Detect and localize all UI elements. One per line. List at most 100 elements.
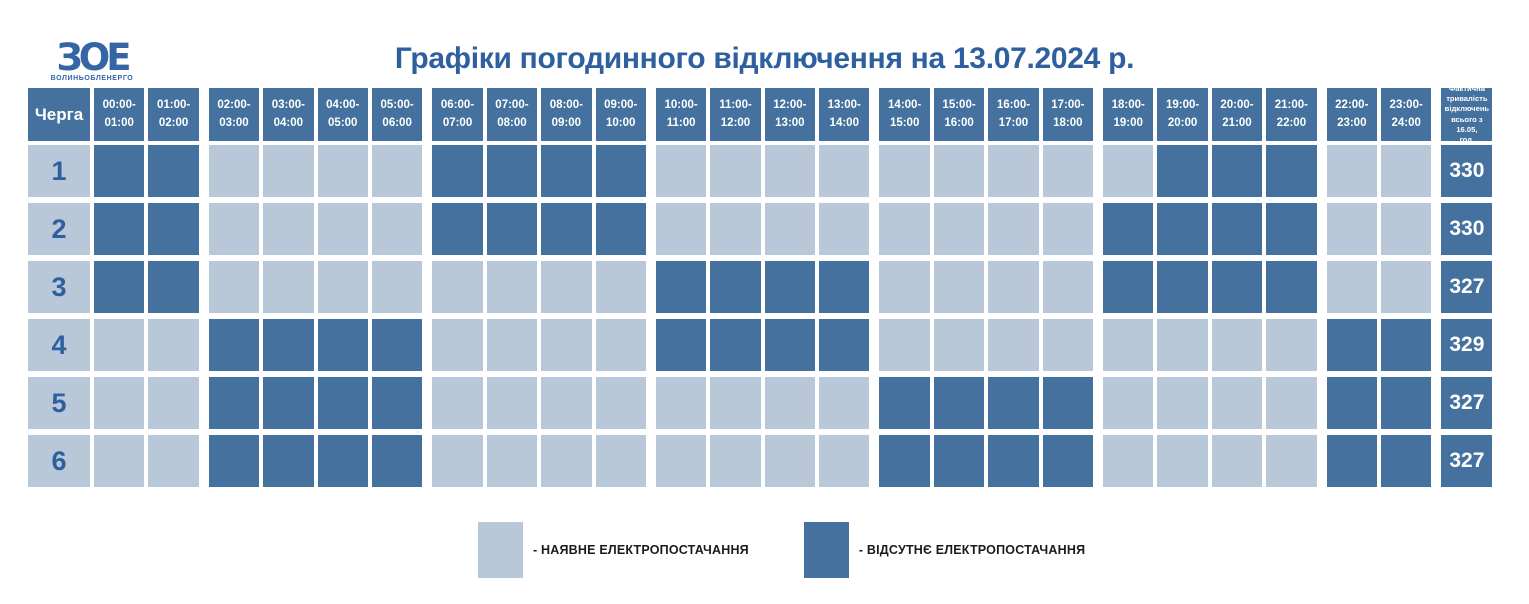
legend: - НАЯВНЕ ЕЛЕКТРОПОСТАЧАННЯ - ВІДСУТНЄ ЕЛ… xyxy=(478,522,1085,578)
total-hours-cell: 327 xyxy=(1441,435,1493,487)
power-on-cell xyxy=(710,203,761,255)
power-on-cell xyxy=(371,145,423,197)
hour-header-cell: 09:00- 10:00 xyxy=(595,88,646,141)
outage-cell xyxy=(1380,435,1432,487)
outage-cell xyxy=(595,203,646,255)
table-row: 2 330 xyxy=(28,203,1493,255)
outage-cell xyxy=(486,145,538,197)
power-on-cell xyxy=(1103,435,1154,487)
power-on-cell xyxy=(1266,377,1317,429)
power-on-cell xyxy=(710,145,761,197)
outage-cell xyxy=(94,203,145,255)
hour-header-cell: 14:00- 15:00 xyxy=(879,88,930,141)
outage-cell xyxy=(1266,203,1317,255)
outage-cell xyxy=(1266,261,1317,313)
available-swatch xyxy=(478,522,523,578)
power-on-cell xyxy=(317,261,368,313)
outage-cell xyxy=(486,203,538,255)
page-title: Графіки погодинного відключення на 13.07… xyxy=(394,42,1135,75)
queue-number-cell: 2 xyxy=(28,203,90,255)
legend-item-available: - НАЯВНЕ ЕЛЕКТРОПОСТАЧАННЯ xyxy=(478,522,749,578)
outage-cell xyxy=(317,435,368,487)
power-on-cell xyxy=(1042,319,1094,371)
outage-cell xyxy=(1326,435,1377,487)
queue-number-cell: 4 xyxy=(28,319,90,371)
power-on-cell xyxy=(819,435,870,487)
queue-number-cell: 5 xyxy=(28,377,90,429)
outage-cell xyxy=(710,261,761,313)
outage-cell xyxy=(595,145,646,197)
outage-cell xyxy=(764,261,816,313)
power-on-cell xyxy=(432,319,483,371)
power-on-cell xyxy=(1042,261,1094,313)
outage-cell xyxy=(819,319,870,371)
logo-text: ЗОЕ xyxy=(56,36,131,79)
power-on-cell xyxy=(486,377,538,429)
hour-header-cell: 02:00- 03:00 xyxy=(208,88,260,141)
power-on-cell xyxy=(208,203,260,255)
power-on-cell xyxy=(764,435,816,487)
power-on-cell xyxy=(263,261,314,313)
outage-cell xyxy=(432,145,483,197)
power-on-cell xyxy=(94,377,145,429)
outage-cell xyxy=(1326,319,1377,371)
power-on-cell xyxy=(933,145,985,197)
outage-cell xyxy=(1266,145,1317,197)
hour-header-cell: 05:00- 06:00 xyxy=(371,88,423,141)
hour-header-cell: 12:00- 13:00 xyxy=(764,88,816,141)
outage-cell xyxy=(263,377,314,429)
hour-header-cell: 00:00- 01:00 xyxy=(94,88,145,141)
power-on-cell xyxy=(655,377,707,429)
outage-cell xyxy=(879,435,930,487)
outage-cell xyxy=(710,319,761,371)
power-on-cell xyxy=(541,261,592,313)
schedule-rows: 1 330 2 330 3 327 4 329 5 327 6 327 xyxy=(28,145,1493,487)
power-on-cell xyxy=(764,377,816,429)
power-on-cell xyxy=(595,435,646,487)
table-row: 3 327 xyxy=(28,261,1493,313)
hour-header-cell: 15:00- 16:00 xyxy=(933,88,985,141)
outage-cell xyxy=(148,203,199,255)
outage-cell xyxy=(263,435,314,487)
power-on-cell xyxy=(1103,377,1154,429)
power-on-cell xyxy=(1211,319,1263,371)
power-on-cell xyxy=(988,203,1039,255)
power-on-cell xyxy=(1266,319,1317,371)
power-on-cell xyxy=(148,319,199,371)
outage-cell xyxy=(208,435,260,487)
outage-cell xyxy=(371,435,423,487)
power-on-cell xyxy=(371,203,423,255)
power-on-cell xyxy=(1380,261,1432,313)
power-on-cell xyxy=(933,261,985,313)
outage-cell xyxy=(208,319,260,371)
outage-cell xyxy=(1157,261,1208,313)
outage-cell xyxy=(1211,203,1263,255)
legend-label-available: - НАЯВНЕ ЕЛЕКТРОПОСТАЧАННЯ xyxy=(533,543,749,557)
power-on-cell xyxy=(764,203,816,255)
power-on-cell xyxy=(1211,435,1263,487)
hour-header-cell: 21:00- 22:00 xyxy=(1266,88,1317,141)
power-on-cell xyxy=(819,145,870,197)
power-on-cell xyxy=(1103,145,1154,197)
outage-cell xyxy=(1042,377,1094,429)
power-on-cell xyxy=(764,145,816,197)
queue-number-cell: 1 xyxy=(28,145,90,197)
legend-item-absent: - ВІДСУТНЄ ЕЛЕКТРОПОСТАЧАННЯ xyxy=(803,522,1086,578)
outage-cell xyxy=(1103,203,1154,255)
power-on-cell xyxy=(1211,377,1263,429)
hour-header-cell: 01:00- 02:00 xyxy=(148,88,199,141)
power-on-cell xyxy=(655,203,707,255)
table-row: 6 327 xyxy=(28,435,1493,487)
power-on-cell xyxy=(595,261,646,313)
outage-cell xyxy=(317,377,368,429)
power-on-cell xyxy=(988,145,1039,197)
queue-header-cell: Черга xyxy=(28,88,90,141)
power-on-cell xyxy=(655,145,707,197)
power-on-cell xyxy=(208,261,260,313)
legend-label-absent: - ВІДСУТНЄ ЕЛЕКТРОПОСТАЧАННЯ xyxy=(858,543,1086,557)
power-on-cell xyxy=(1157,435,1208,487)
outage-cell xyxy=(764,319,816,371)
total-hours-cell: 330 xyxy=(1441,145,1493,197)
power-on-cell xyxy=(541,319,592,371)
